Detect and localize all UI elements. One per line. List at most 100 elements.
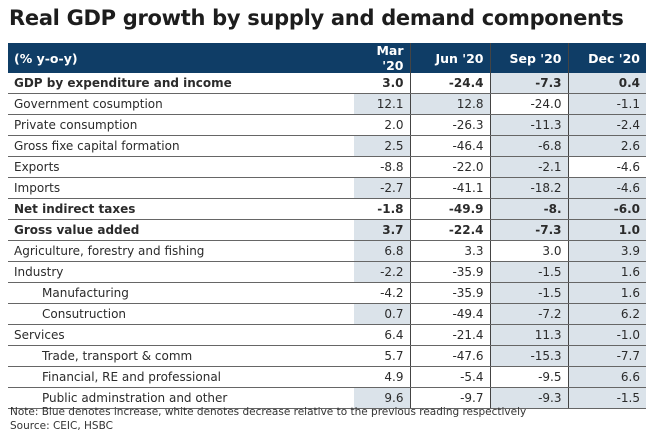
value-cell: 2.0 [354, 114, 410, 136]
value-cell: -49.9 [409, 198, 490, 220]
value-cell: -2.1 [489, 156, 568, 178]
value-cell: 3.3 [409, 240, 490, 262]
row-label: Gross fixe capital formation [8, 135, 354, 157]
table-row: Manufacturing -4.2 -35.9 -1.5 1.6 [8, 282, 646, 304]
value-cell: -6.0 [567, 198, 646, 220]
table-row: Trade, transport & comm 5.7 -47.6 -15.3 -7.7 [8, 345, 646, 367]
value-cell: -35.9 [409, 282, 490, 304]
value-cell: -21.4 [409, 324, 490, 346]
table-row: Private consumption 2.0 -26.3 -11.3 -2.4 [8, 114, 646, 136]
value-cell: -7.3 [489, 219, 568, 241]
table-row: Agriculture, forestry and fishing 6.8 3.3 3… [8, 240, 646, 262]
value-cell: 6.4 [354, 324, 410, 346]
value-cell: -9.3 [489, 387, 568, 409]
value-cell: 3.9 [567, 240, 646, 262]
row-label: Net indirect taxes [8, 198, 354, 220]
table-row: Gross value added 3.7 -22.4 -7.3 1.0 [8, 219, 646, 241]
value-cell: -2.4 [567, 114, 646, 136]
value-cell: 6.6 [567, 366, 646, 388]
value-cell: 2.6 [567, 135, 646, 157]
row-label: Imports [8, 177, 354, 199]
table-row: Public adminstration and other 9.6 -9.7 -9.… [8, 387, 646, 409]
value-cell: -1.5 [567, 387, 646, 409]
value-cell: 6.8 [354, 240, 410, 262]
value-cell: -4.2 [354, 282, 410, 304]
note-text: Note: Blue denotes increase, white denot… [10, 406, 527, 418]
value-cell: -15.3 [489, 345, 568, 367]
value-cell: -24.0 [489, 93, 568, 115]
row-label: Private consumption [8, 114, 354, 136]
value-cell: 1.0 [567, 219, 646, 241]
value-cell: -4.6 [567, 177, 646, 199]
value-cell: -5.4 [409, 366, 490, 388]
value-cell: -46.4 [409, 135, 490, 157]
value-cell: -7.7 [567, 345, 646, 367]
value-cell: -26.3 [409, 114, 490, 136]
value-cell: 12.8 [409, 93, 490, 115]
value-cell: -22.4 [409, 219, 490, 241]
value-cell: 0.7 [354, 303, 410, 325]
value-cell: -8. [489, 198, 568, 220]
value-cell: -7.3 [489, 73, 568, 94]
row-label: Manufacturing [8, 282, 354, 304]
table-row: Exports -8.8 -22.0 -2.1 -4.6 [8, 156, 646, 178]
value-cell: 1.6 [567, 282, 646, 304]
table-row: Consutruction 0.7 -49.4 -7.2 6.2 [8, 303, 646, 325]
value-cell: 1.6 [567, 261, 646, 283]
value-cell: -1.5 [489, 261, 568, 283]
value-cell: 11.3 [489, 324, 568, 346]
value-cell: -7.2 [489, 303, 568, 325]
row-label: Exports [8, 156, 354, 178]
value-cell: -6.8 [489, 135, 568, 157]
column-header: Jun '20 [409, 43, 490, 73]
value-cell: -11.3 [489, 114, 568, 136]
value-cell: -2.7 [354, 177, 410, 199]
value-cell: 12.1 [354, 93, 410, 115]
header-unit: (% y-o-y) [8, 43, 354, 73]
header-row: (% y-o-y) Mar '20 Jun '20 Sep '20 Dec '20 [8, 43, 646, 73]
value-cell: 2.5 [354, 135, 410, 157]
table-row: Gross fixe capital formation 2.5 -46.4 -6.8… [8, 135, 646, 157]
value-cell: 3.0 [489, 240, 568, 262]
row-label: Government cosumption [8, 93, 354, 115]
value-cell: 5.7 [354, 345, 410, 367]
column-header: Mar '20 [354, 43, 410, 73]
row-label: GDP by expenditure and income [8, 73, 354, 94]
column-header: Dec '20 [567, 43, 646, 73]
value-cell: -24.4 [409, 73, 490, 94]
value-cell: -35.9 [409, 261, 490, 283]
value-cell: -9.5 [489, 366, 568, 388]
chart-title: Real GDP growth by supply and demand com… [9, 6, 624, 30]
column-header: Sep '20 [489, 43, 568, 73]
table-row: Financial, RE and professional 4.9 -5.4 -9.… [8, 366, 646, 388]
value-cell: 3.0 [354, 73, 410, 94]
table-row: GDP by expenditure and income 3.0 -24.4 -7.… [8, 73, 646, 94]
value-cell: -41.1 [409, 177, 490, 199]
value-cell: -4.6 [567, 156, 646, 178]
row-label: Industry [8, 261, 354, 283]
value-cell: 0.4 [567, 73, 646, 94]
table-row: Net indirect taxes -1.8 -49.9 -8. -6.0 [8, 198, 646, 220]
value-cell: -1.0 [567, 324, 646, 346]
value-cell: 6.2 [567, 303, 646, 325]
footnote: Note: Blue denotes increase, white denot… [10, 405, 526, 433]
value-cell: 3.7 [354, 219, 410, 241]
row-label: Public adminstration and other [8, 387, 354, 409]
row-label: Gross value added [8, 219, 354, 241]
row-label: Trade, transport & comm [8, 345, 354, 367]
source-text: Source: CEIC, HSBC [10, 420, 113, 432]
row-label: Consutruction [8, 303, 354, 325]
value-cell: -8.8 [354, 156, 410, 178]
value-cell: -49.4 [409, 303, 490, 325]
row-label: Financial, RE and professional [8, 366, 354, 388]
value-cell: 4.9 [354, 366, 410, 388]
table-row: Industry -2.2 -35.9 -1.5 1.6 [8, 261, 646, 283]
value-cell: -22.0 [409, 156, 490, 178]
table-row: Services 6.4 -21.4 11.3 -1.0 [8, 324, 646, 346]
value-cell: -1.1 [567, 93, 646, 115]
value-cell: -47.6 [409, 345, 490, 367]
value-cell: -2.2 [354, 261, 410, 283]
row-label: Services [8, 324, 354, 346]
value-cell: -18.2 [489, 177, 568, 199]
value-cell: 9.6 [354, 387, 410, 409]
